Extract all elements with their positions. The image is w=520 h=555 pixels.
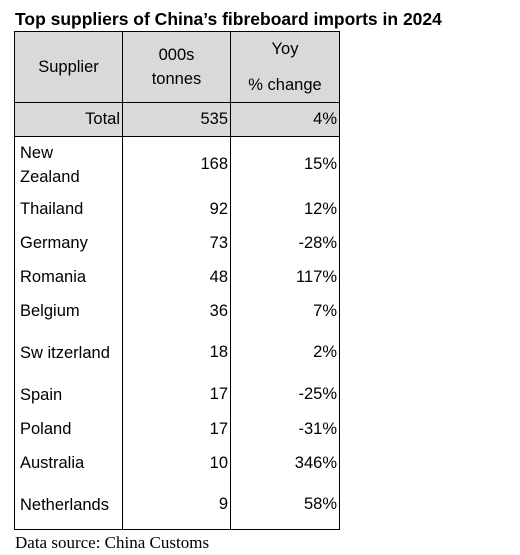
table-header: Supplier 000s tonnes Yoy % change	[15, 32, 339, 103]
supplier-cell: New Zealand	[15, 137, 123, 192]
table-row: Romania 48 117%	[15, 260, 339, 294]
change-cell: 2%	[313, 343, 337, 361]
table-row: Netherlands 9 58%	[15, 480, 339, 529]
table-row: Spain 17 -25%	[15, 377, 339, 412]
header-change-line2: % change	[248, 76, 322, 94]
total-change: 4%	[313, 110, 337, 128]
header-tonnes-line1: 000s	[158, 46, 195, 64]
table-row: Australia 10 346%	[15, 446, 339, 480]
supplier-cell: Thailand	[15, 192, 123, 226]
table-row: Thailand 92 12%	[15, 192, 339, 226]
header-supplier: Supplier	[15, 32, 123, 102]
change-cell: 7%	[313, 301, 337, 320]
change-cell: 12%	[303, 199, 337, 218]
supplier-cell: Germany	[15, 226, 123, 260]
header-change: Yoy % change	[231, 32, 339, 102]
supplier-cell: Poland	[15, 412, 123, 446]
suppliers-table: Supplier 000s tonnes Yoy % change Total …	[14, 31, 340, 530]
data-source: Data source: China Customs	[15, 533, 210, 552]
tonnes-cell: 73	[123, 226, 231, 260]
table-row: Poland 17 -31%	[15, 412, 339, 446]
tonnes-cell: 168	[123, 137, 231, 192]
change-cell: 58%	[303, 495, 337, 513]
change-cell: -28%	[298, 233, 337, 252]
change-cell: 346%	[294, 453, 337, 472]
tonnes-cell: 18	[123, 328, 231, 377]
table-row: New Zealand 168 15%	[15, 137, 339, 192]
tonnes-cell: 9	[123, 480, 231, 529]
supplier-cell: Netherlands	[15, 480, 123, 529]
supplier-cell: Spain	[15, 377, 123, 412]
header-change-line1: Yoy	[271, 40, 299, 58]
tonnes-cell: 17	[123, 377, 231, 412]
total-row: Total 535 4%	[15, 103, 339, 137]
tonnes-cell: 10	[123, 446, 231, 480]
total-tonnes: 535	[123, 103, 231, 136]
tonnes-cell: 36	[123, 294, 231, 328]
tonnes-cell: 17	[123, 412, 231, 446]
tonnes-cell: 92	[123, 192, 231, 226]
table-row: Belgium 36 7%	[15, 294, 339, 328]
table-body: New Zealand 168 15% Thailand 92 12% Germany 73 -…	[15, 137, 339, 529]
supplier-cell: Romania	[15, 260, 123, 294]
change-cell: 117%	[296, 267, 337, 286]
header-supplier-label: Supplier	[38, 57, 99, 76]
change-cell: -25%	[298, 385, 337, 403]
tonnes-cell: 48	[123, 260, 231, 294]
change-cell: 15%	[303, 155, 337, 173]
supplier-cell: Sw itzerland	[15, 328, 123, 377]
change-cell: -31%	[298, 419, 337, 438]
total-label: Total	[15, 103, 123, 136]
header-tonnes-line2: tonnes	[151, 70, 202, 88]
supplier-cell: Belgium	[15, 294, 123, 328]
header-tonnes: 000s tonnes	[123, 32, 231, 102]
table-row: Sw itzerland 18 2%	[15, 328, 339, 377]
table-title: Top suppliers of China’s fibreboard impo…	[15, 9, 442, 29]
supplier-cell: Australia	[15, 446, 123, 480]
table-row: Germany 73 -28%	[15, 226, 339, 260]
